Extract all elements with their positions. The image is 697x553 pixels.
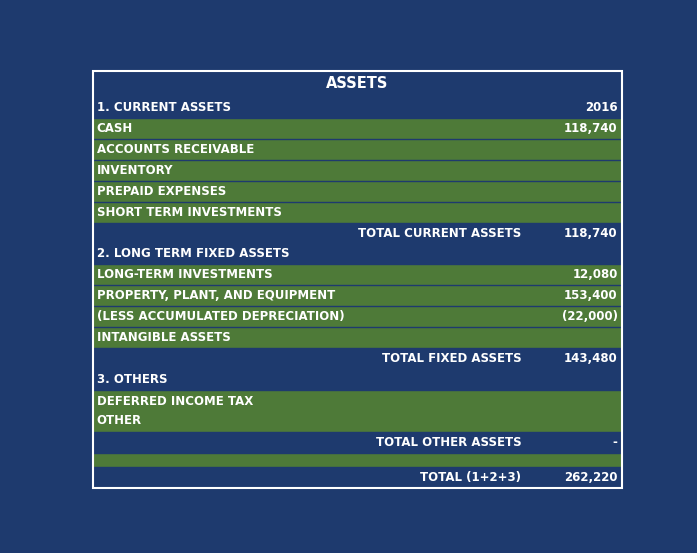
Bar bbox=[93, 160, 526, 181]
Bar bbox=[93, 243, 622, 264]
Text: -: - bbox=[613, 436, 618, 448]
Bar bbox=[93, 264, 526, 285]
Text: DEFERRED INCOME TAX: DEFERRED INCOME TAX bbox=[97, 395, 253, 408]
Text: LONG-TERM INVESTMENTS: LONG-TERM INVESTMENTS bbox=[97, 268, 273, 281]
Bar bbox=[526, 306, 622, 327]
Text: 118,740: 118,740 bbox=[564, 122, 618, 135]
Bar bbox=[93, 390, 526, 432]
Text: 262,220: 262,220 bbox=[564, 471, 618, 484]
Bar bbox=[93, 118, 526, 139]
Bar bbox=[93, 222, 526, 243]
Text: (LESS ACCUMULATED DEPRECIATION): (LESS ACCUMULATED DEPRECIATION) bbox=[97, 310, 344, 323]
Bar bbox=[526, 327, 622, 348]
Text: TOTAL FIXED ASSETS: TOTAL FIXED ASSETS bbox=[381, 352, 521, 365]
Text: ACCOUNTS RECEIVABLE: ACCOUNTS RECEIVABLE bbox=[97, 143, 254, 156]
Text: INVENTORY: INVENTORY bbox=[97, 164, 174, 177]
Bar bbox=[526, 222, 622, 243]
Text: OTHER: OTHER bbox=[97, 414, 142, 427]
Text: PROPERTY, PLANT, AND EQUIPMENT: PROPERTY, PLANT, AND EQUIPMENT bbox=[97, 289, 335, 302]
Bar bbox=[526, 118, 622, 139]
Text: (22,000): (22,000) bbox=[562, 310, 618, 323]
Bar bbox=[526, 160, 622, 181]
Bar bbox=[93, 453, 622, 467]
Text: 118,740: 118,740 bbox=[564, 227, 618, 239]
Text: TOTAL OTHER ASSETS: TOTAL OTHER ASSETS bbox=[376, 436, 521, 448]
Bar bbox=[93, 369, 622, 390]
Text: SHORT TERM INVESTMENTS: SHORT TERM INVESTMENTS bbox=[97, 206, 282, 218]
Text: TOTAL (1+2+3): TOTAL (1+2+3) bbox=[420, 471, 521, 484]
Bar bbox=[526, 264, 622, 285]
Bar bbox=[526, 97, 622, 118]
Text: TOTAL CURRENT ASSETS: TOTAL CURRENT ASSETS bbox=[358, 227, 521, 239]
Bar bbox=[526, 348, 622, 369]
Bar bbox=[93, 202, 526, 222]
Bar bbox=[93, 139, 526, 160]
Text: INTANGIBLE ASSETS: INTANGIBLE ASSETS bbox=[97, 331, 231, 344]
Text: ASSETS: ASSETS bbox=[326, 76, 388, 91]
Text: 2. LONG TERM FIXED ASSETS: 2. LONG TERM FIXED ASSETS bbox=[97, 247, 289, 260]
Bar bbox=[526, 285, 622, 306]
Bar bbox=[93, 285, 526, 306]
Bar bbox=[93, 181, 526, 202]
Text: 143,480: 143,480 bbox=[564, 352, 618, 365]
Bar bbox=[93, 306, 526, 327]
Bar bbox=[93, 432, 526, 453]
Bar bbox=[93, 327, 526, 348]
Text: 153,400: 153,400 bbox=[564, 289, 618, 302]
Bar bbox=[526, 432, 622, 453]
Text: 3. OTHERS: 3. OTHERS bbox=[97, 373, 167, 386]
Bar bbox=[526, 467, 622, 488]
Text: 12,080: 12,080 bbox=[572, 268, 618, 281]
Bar bbox=[93, 348, 526, 369]
Text: 2016: 2016 bbox=[585, 101, 618, 114]
Bar bbox=[93, 71, 622, 97]
Bar bbox=[526, 390, 622, 432]
Text: 1. CURRENT ASSETS: 1. CURRENT ASSETS bbox=[97, 101, 231, 114]
Bar bbox=[526, 181, 622, 202]
Bar bbox=[526, 139, 622, 160]
Text: PREPAID EXPENSES: PREPAID EXPENSES bbox=[97, 185, 226, 197]
Text: CASH: CASH bbox=[97, 122, 133, 135]
Bar bbox=[93, 467, 526, 488]
Bar bbox=[93, 97, 526, 118]
Bar bbox=[526, 202, 622, 222]
